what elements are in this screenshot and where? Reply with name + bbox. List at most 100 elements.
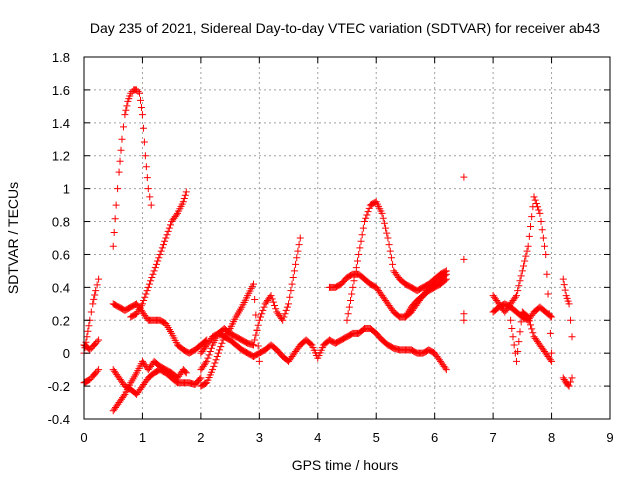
data-point [156,250,164,258]
data-point [182,188,190,196]
data-point [517,272,525,280]
data-point [182,369,190,377]
data-point [516,277,524,285]
series-track-11 [197,280,263,390]
data-point [460,316,468,324]
data-point [515,282,523,290]
data-point [382,224,390,232]
data-point [209,366,217,374]
data-point [544,290,552,298]
data-point [389,260,397,268]
x-tick-labels: 0 1 2 3 4 5 6 7 8 9 [80,430,613,445]
data-point [356,244,364,252]
data-point [210,362,218,370]
data-point [257,313,265,321]
data-point [134,88,142,96]
data-point [522,252,530,260]
data-point [180,195,188,203]
data-point [537,218,545,226]
data-point [350,277,358,285]
data-point [348,290,356,298]
data-point [214,349,222,357]
data-point [441,271,449,279]
data-point [255,316,263,324]
data-point [279,316,287,324]
data-point [114,185,122,193]
data-point [140,138,148,146]
data-point [363,211,371,219]
data-point [567,316,575,324]
data-point [560,281,568,289]
data-point [133,86,141,94]
data-point [225,326,233,334]
data-point [251,336,259,344]
y-tick-label: 0 [63,346,70,361]
data-point [441,364,449,372]
data-point [460,255,468,263]
data-point [217,343,225,351]
data-point [288,280,296,288]
data-point [286,293,294,301]
y-tick-label: 0.8 [52,215,70,230]
data-point [561,286,569,294]
data-point [546,312,554,320]
data-point [442,366,450,374]
data-point [249,280,257,288]
data-point [118,135,126,143]
data-point [290,267,298,275]
data-point [548,313,556,321]
data-point [559,275,567,283]
data-point [202,359,210,367]
series-track-7 [109,366,205,398]
data-point [512,357,520,365]
data-point [218,339,226,347]
data-point [86,376,94,384]
data-point [280,313,288,321]
y-tick-label: 0.2 [52,313,70,328]
x-tick-label: 0 [80,430,87,445]
data-point [523,312,531,320]
y-tick-label: 0.4 [52,280,70,295]
series-track-19 [559,275,576,390]
data-point [384,234,392,242]
data-point [254,342,262,350]
data-point [383,229,391,237]
data-point [119,123,127,131]
series-track-6 [109,300,211,357]
data-point [159,241,167,249]
data-point [93,281,101,289]
data-point [161,237,169,245]
y-axis-label: SDTVAR / TECUs [5,182,21,294]
y-tick-label: 1.4 [52,116,70,131]
data-point [296,234,304,242]
data-point [289,273,297,281]
data-point [281,310,289,318]
plot-frame [83,56,611,420]
data-point [109,242,117,250]
x-tick-label: 2 [197,430,204,445]
data-point [219,336,227,344]
series-track-14 [401,270,450,321]
data-point [548,349,556,357]
y-tick-label: 1.8 [52,50,70,65]
data-point [524,242,532,250]
data-point [536,209,544,217]
data-point [254,321,262,329]
data-point [546,329,554,337]
data-point [285,300,293,308]
data-point [527,222,535,230]
data-point [181,368,189,376]
data-point [95,336,103,344]
data-point [528,213,536,221]
data-point [352,264,360,272]
data-point [520,262,528,270]
data-point [165,224,173,232]
data-point [166,221,174,229]
data-point [357,237,365,245]
x-tick-label: 7 [489,430,496,445]
data-point [144,283,152,291]
data-point [524,313,532,321]
data-point [145,280,153,288]
data-point [387,254,395,262]
data-point [531,196,539,204]
